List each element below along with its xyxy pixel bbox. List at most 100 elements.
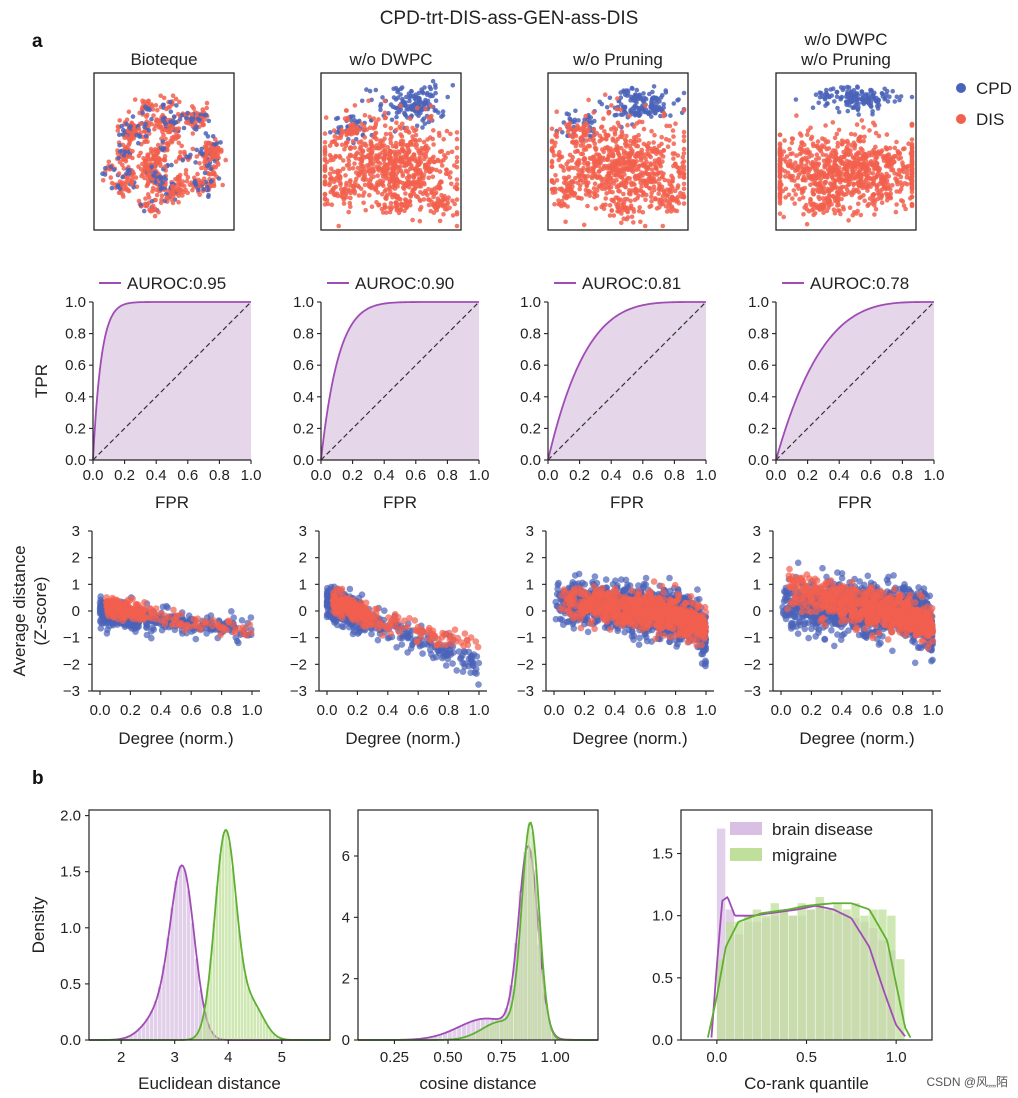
embedding-point <box>648 162 653 168</box>
embedding-point <box>656 170 661 176</box>
embedding-point <box>666 178 671 184</box>
embedding-point <box>440 109 446 114</box>
embedding-point <box>899 198 904 203</box>
embedding-point <box>870 93 876 98</box>
y-tick-label: 0.0 <box>65 452 86 469</box>
x-axis-label: Degree (norm.) <box>118 729 233 748</box>
embedding-point <box>433 90 438 96</box>
embedding-point <box>612 158 618 164</box>
embedding-point <box>398 160 404 165</box>
embedding-point <box>659 198 665 203</box>
embedding-point <box>207 162 212 168</box>
embedding-point <box>644 192 649 198</box>
embedding-point <box>890 88 895 94</box>
embedding-point <box>370 148 375 154</box>
embedding-point <box>404 162 409 168</box>
embedding-point <box>144 114 149 119</box>
embedding-point <box>144 203 150 208</box>
embedding-point <box>798 170 804 175</box>
embedding-point <box>412 186 417 192</box>
embedding-point <box>583 187 589 193</box>
embedding-point <box>348 128 353 133</box>
embedding-point <box>623 138 629 144</box>
embedding-point <box>823 95 828 101</box>
x-tick-label: 0.0 <box>83 467 104 484</box>
embedding-point <box>398 197 403 202</box>
embedding-point <box>423 190 429 196</box>
embedding-point <box>805 147 810 152</box>
embedding-point <box>399 85 405 90</box>
embedding-point <box>560 164 566 170</box>
embedding-point <box>875 171 880 177</box>
embedding-point <box>211 171 216 177</box>
embedding-point <box>889 155 894 160</box>
embedding-point <box>378 101 384 107</box>
embedding-point <box>150 203 156 209</box>
embedding-point <box>648 103 653 109</box>
embedding-point <box>799 133 804 138</box>
embedding-point <box>663 136 669 142</box>
embedding-point <box>619 134 625 140</box>
embedding-point <box>169 162 174 168</box>
embedding-point <box>566 186 571 191</box>
embedding-point <box>879 91 885 96</box>
embedding-point <box>168 138 173 144</box>
embedding-point <box>204 105 209 111</box>
embedding-point <box>675 183 681 188</box>
embedding-point <box>427 157 433 162</box>
embedding-point <box>651 84 657 89</box>
x-tick-label: 0.2 <box>569 467 590 484</box>
cpd-point <box>233 637 241 645</box>
embedding-point <box>168 109 174 114</box>
y-tick-label: 0.0 <box>520 452 541 469</box>
embedding-point <box>161 146 167 151</box>
embedding-point <box>790 136 796 142</box>
x-tick-label: 0.6 <box>860 467 881 484</box>
embedding-point <box>441 212 446 217</box>
embedding-point <box>835 203 840 208</box>
y-tick-label: 0.0 <box>748 452 769 469</box>
embedding-point <box>627 113 632 118</box>
embedding-point <box>198 112 203 118</box>
embedding-point <box>885 99 891 104</box>
embedding-point <box>604 191 609 196</box>
embedding-point <box>824 208 830 214</box>
embedding-point <box>632 182 637 187</box>
embedding-point <box>909 122 915 127</box>
embedding-point <box>792 201 797 206</box>
embedding-point <box>640 119 645 125</box>
dis-point <box>121 614 128 622</box>
embedding-point <box>436 110 441 115</box>
embedding-point <box>335 178 341 183</box>
embedding-point <box>404 154 409 160</box>
embedding-point <box>795 175 801 181</box>
x-tick-label: 0.8 <box>892 467 913 484</box>
embedding-point <box>331 157 336 163</box>
x-tick-label: 0.4 <box>150 702 171 719</box>
embedding-point <box>641 91 646 96</box>
embedding-point <box>649 128 654 134</box>
embedding-point <box>354 124 360 130</box>
embedding-point <box>801 212 806 217</box>
embedding-point <box>867 128 872 133</box>
embedding-point <box>387 209 393 215</box>
y-tick-label: 0.6 <box>748 357 769 374</box>
embedding-point <box>644 183 649 189</box>
embedding-point <box>858 194 864 200</box>
embedding-point <box>220 182 225 188</box>
embedding-point <box>846 218 851 223</box>
embedding-point <box>627 143 632 148</box>
embedding-point <box>371 135 377 140</box>
embedding-point <box>794 183 799 188</box>
embedding-point <box>160 102 166 108</box>
embedding-point <box>631 124 637 129</box>
embedding-point <box>656 191 661 196</box>
embedding-point <box>622 197 628 202</box>
embedding-point <box>581 222 587 228</box>
embedding-point <box>200 151 205 156</box>
dis-point <box>127 605 134 612</box>
embedding-point <box>369 204 375 209</box>
embedding-point <box>617 155 623 161</box>
embedding-point <box>190 146 196 152</box>
embedding-point <box>322 182 328 187</box>
